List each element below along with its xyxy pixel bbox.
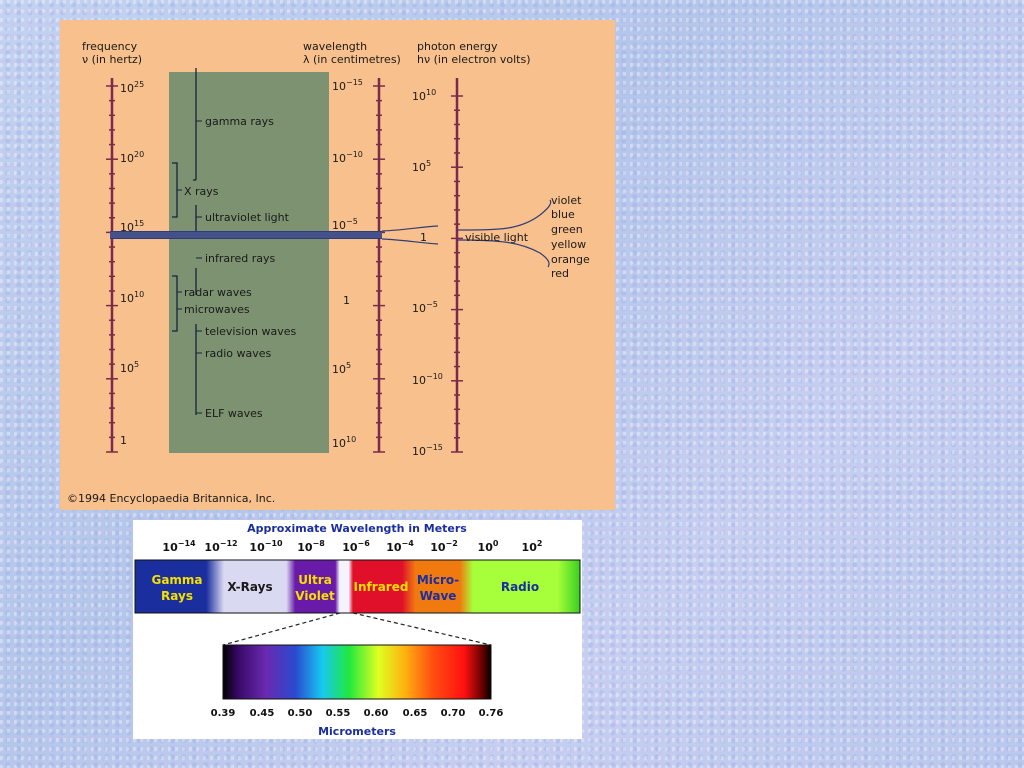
micro-tick-label: 0.55 [326,708,351,719]
band-gamma-rays: gamma rays [205,115,274,128]
segment-infrared: Infrared [354,580,409,594]
segment-microwave-line2: Wave [420,589,457,603]
wavelength-title: wavelength [303,40,367,53]
frequency-title: frequency [82,40,138,53]
segment-radio: Radio [501,580,539,594]
zoom-line-right [352,612,492,646]
band-ultraviolet: ultraviolet light [205,211,290,224]
segment-gamma-line1: Gamma [151,573,202,587]
frequency-unit: ν (in hertz) [82,53,142,66]
wavelength-scale-title: Approximate Wavelength in Meters [247,522,467,535]
band-microwaves: microwaves [184,303,250,316]
freq-tick-label: 1025 [120,80,144,95]
wavelength-scale-ticks: 10−14 10−12 10−10 10−8 10−6 10−4 10−2 10… [162,539,542,554]
color-green: green [551,223,583,236]
color-yellow: yellow [551,238,586,251]
visible-spread-top [456,199,552,231]
freq-tick-label: 1015 [120,219,144,234]
band-radio: radio waves [205,347,272,360]
scale-tick-label: 10−8 [297,539,325,554]
color-orange: orange [551,253,590,266]
visible-light-label: visible light [465,231,529,244]
color-red: red [551,267,569,280]
scale-tick-label: 10−12 [204,539,237,554]
scale-tick-label: 100 [478,539,499,554]
freq-tick-label: 1010 [120,290,144,305]
chart-background [60,20,615,510]
scale-tick-label: 10−6 [342,539,370,554]
wavelength-unit: λ (in centimetres) [303,53,401,66]
micro-tick-label: 0.70 [441,708,466,719]
color-blue: blue [551,208,575,221]
segment-gamma-line2: Rays [161,589,193,603]
em-spectrum-chart: frequency ν (in hertz) wavelength λ (in … [60,20,615,510]
band-tick-marks [177,120,202,414]
segment-xrays: X-Rays [227,580,272,594]
freq-tick-label: 1 [120,434,127,447]
band-elf: ELF waves [205,407,263,420]
segment-uv-line1: Ultra [298,573,332,587]
wavelength-tick-label: 105 [332,361,351,376]
energy-tick-label: 10−5 [412,300,438,315]
micro-tick-label: 0.50 [288,708,313,719]
micrometer-ticks: 0.39 0.45 0.50 0.55 0.60 0.65 0.70 0.76 [211,708,504,719]
band-x-rays: X rays [184,185,219,198]
copyright-text: ©1994 Encyclopaedia Britannica, Inc. [67,492,275,505]
energy-tick-label: 1010 [412,88,436,103]
band-radar: radar waves [184,286,252,299]
spectrum-bar [134,559,581,614]
axis-ticks [106,85,463,453]
wavelength-tick-label: 1010 [332,435,356,450]
scale-tick-label: 10−10 [249,539,283,554]
wavelength-tick-label: 10−10 [332,150,363,165]
visible-spectrum-bar [222,644,492,700]
segment-uv-line2: Violet [295,589,335,603]
band-infrared: infrared rays [205,252,275,265]
micrometers-label: Micrometers [318,725,396,738]
visible-band-hatching [110,232,382,238]
energy-tick-label: 10−10 [412,372,443,387]
freq-tick-label: 105 [120,360,139,375]
band-television: television waves [205,325,296,338]
micro-tick-label: 0.65 [403,708,428,719]
wavelength-tick-label: 1 [343,294,350,307]
zoom-line-left [222,612,341,646]
color-violet: violet [551,194,582,207]
wavelength-scale-chart: Approximate Wavelength in Meters 10−14 1… [133,520,582,739]
micro-tick-label: 0.45 [250,708,275,719]
visible-flare-top [381,225,439,232]
scale-tick-label: 10−2 [430,539,458,554]
energy-tick-label: 1 [420,231,427,244]
micro-tick-label: 0.60 [364,708,389,719]
wavelength-tick-label: 10−5 [332,217,358,232]
scale-tick-label: 10−14 [162,539,196,554]
scale-tick-label: 102 [522,539,543,554]
freq-tick-label: 1020 [120,150,144,165]
energy-tick-label: 105 [412,159,431,174]
segment-microwave-line1: Micro- [417,573,459,587]
micro-tick-label: 0.76 [479,708,504,719]
wavelength-tick-label: 10−15 [332,78,363,93]
energy-title: photon energy [417,40,498,53]
energy-unit: hν (in electron volts) [417,53,531,66]
visible-spread-bottom [456,239,550,268]
micro-tick-label: 0.39 [211,708,236,719]
scale-tick-label: 10−4 [386,539,414,554]
energy-tick-label: 10−15 [412,443,443,458]
visible-flare-bottom [381,238,439,245]
